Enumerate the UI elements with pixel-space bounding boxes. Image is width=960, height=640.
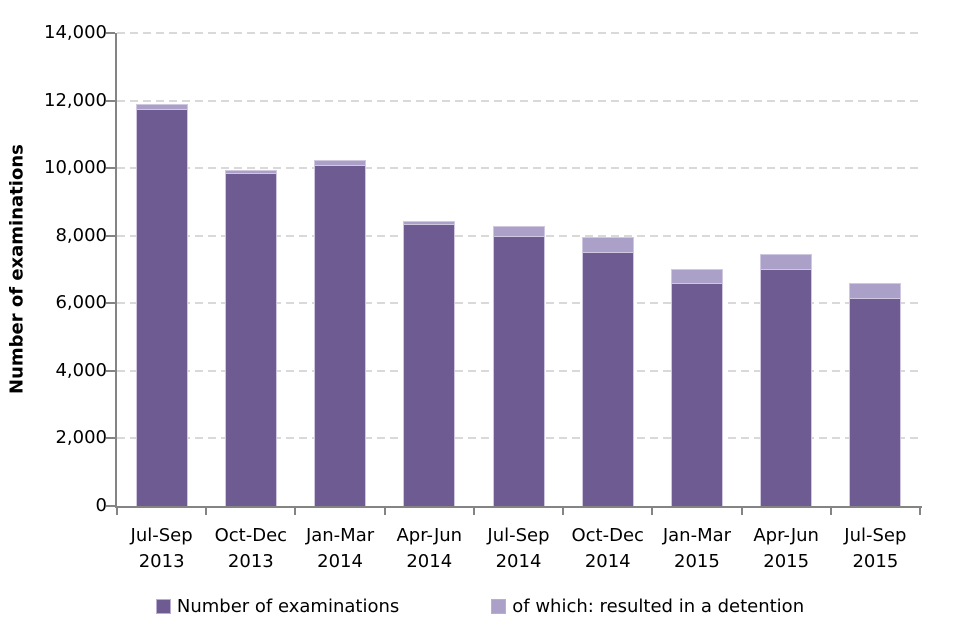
x-axis-label: Jul-Sep 2015 [844,525,907,572]
plot-area: 0 2,000 4,000 6,000 8,000 10,000 12,000 14,000 J… [44,22,922,572]
y-tick-mark [106,32,115,34]
y-tick-mark [106,369,115,372]
x-tick-mark [294,508,297,515]
bar-segment-detention [760,254,813,269]
x-axis-label: Jul-Sep 2013 [130,525,193,572]
bar-segment-detention [403,221,456,224]
y-tick-mark [106,234,115,237]
x-axis-label: Oct-Dec 2013 [214,525,288,572]
y-tick-mark [106,99,115,102]
y-tick-mark [106,302,115,305]
x-tick-mark [383,508,386,515]
x-tick-mark [829,508,832,515]
bar-segment-examinations [849,298,902,506]
x-axis-label: Apr-Jun 2014 [396,525,463,572]
y-tick-mark [106,437,115,440]
bar-segment-examinations [224,173,277,506]
bar-segment-detention [314,160,367,165]
x-axis-label: Jan-Mar 2014 [305,525,375,572]
x-tick-mark [562,508,565,515]
bar-segment-detention [135,104,188,109]
x-axis-label: Jan-Mar 2015 [662,525,732,572]
legend-swatch-examinations [155,598,171,614]
bar-jan-mar-2014 [314,160,367,506]
y-tick-mark [106,505,115,507]
x-axis-label: Apr-Jun 2015 [753,525,819,572]
y-tick-label: 12,000 [44,89,107,111]
x-tick-mark [116,508,118,515]
legend: Number of examinations of which: resulte… [0,593,960,619]
bar-segment-detention [492,226,545,236]
gridline-14000 [117,32,920,34]
bar-apr-jun-2014 [403,221,456,506]
y-tick-label: 2,000 [55,427,107,449]
bar-segment-examinations [492,236,545,506]
bar-segment-examinations [581,252,634,506]
bar-oct-dec-2013 [224,170,277,506]
y-tick-label: 4,000 [55,359,107,381]
y-tick-label: 6,000 [55,292,107,314]
x-axis-label: Jul-Sep 2014 [487,525,550,572]
x-tick-mark [740,508,743,515]
x-axis-label: Oct-Dec 2014 [571,525,644,572]
bar-segment-detention [224,170,277,173]
bar-jul-sep-2015 [849,283,902,506]
y-tick-mark [106,167,115,170]
y-axis-line [115,33,117,508]
bar-segment-examinations [760,269,813,506]
bar-jul-sep-2013 [135,104,188,506]
bar-segment-detention [670,269,723,283]
bar-segment-examinations [135,109,188,506]
legend-swatch-detention [491,598,507,614]
legend-item-examinations: Number of examinations [155,595,400,617]
legend-item-detention: of which: resulted in a detention [491,596,804,617]
x-tick-mark [919,508,921,515]
bar-segment-detention [581,237,634,252]
bar-segment-detention [849,283,902,298]
legend-label-examinations: Number of examinations [176,595,400,617]
y-tick-label: 10,000 [44,157,107,179]
bar-oct-dec-2014 [581,237,634,506]
bar-apr-jun-2015 [760,254,813,506]
gridline-10000 [117,167,920,170]
x-tick-mark [472,508,475,515]
bar-segment-examinations [403,224,456,506]
bar-segment-examinations [314,165,367,506]
x-axis-line [115,506,922,508]
bar-jan-mar-2015 [670,269,723,506]
y-tick-label: 14,000 [44,22,107,43]
x-tick-mark [205,508,208,515]
y-tick-label: 8,000 [55,224,107,246]
x-tick-mark [651,508,654,515]
y-tick-label: 0 [95,495,107,516]
bar-jul-sep-2014 [492,226,545,506]
bar-segment-examinations [670,283,723,506]
legend-label-detention: of which: resulted in a detention [512,595,805,617]
gridline-12000 [117,99,920,102]
